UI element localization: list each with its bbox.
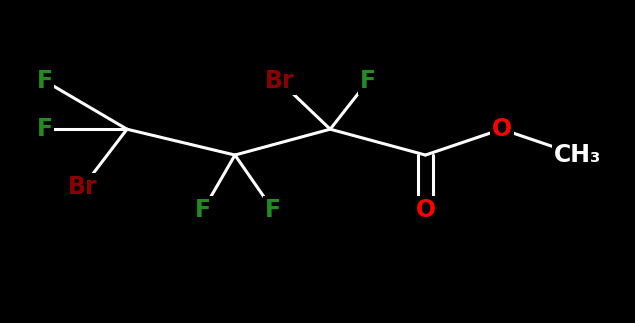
Text: O: O	[415, 198, 436, 222]
Text: F: F	[360, 69, 377, 93]
Text: O: O	[491, 117, 512, 141]
Text: F: F	[36, 117, 53, 141]
Text: F: F	[36, 69, 53, 93]
Text: F: F	[195, 198, 211, 222]
Text: F: F	[265, 198, 281, 222]
Text: CH₃: CH₃	[554, 143, 601, 167]
Text: Br: Br	[68, 175, 97, 199]
Text: Br: Br	[265, 69, 294, 93]
